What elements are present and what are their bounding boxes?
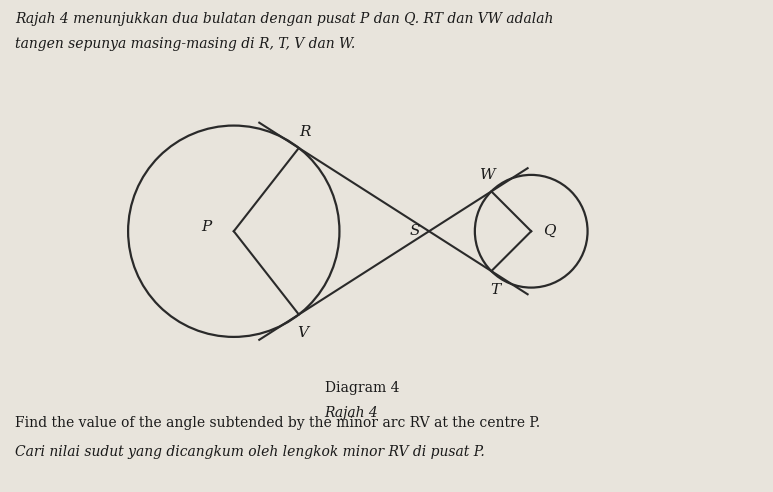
Text: S: S — [409, 224, 420, 238]
Text: Q: Q — [543, 224, 556, 238]
Text: R: R — [299, 124, 311, 139]
Text: Diagram 4: Diagram 4 — [325, 381, 399, 395]
Text: Cari nilai sudut yang dicangkum oleh lengkok minor RV di pusat P.: Cari nilai sudut yang dicangkum oleh len… — [15, 445, 485, 459]
Text: V: V — [298, 326, 308, 340]
Text: tangen sepunya masing-masing di R, T, V dan W.: tangen sepunya masing-masing di R, T, V … — [15, 37, 356, 51]
Text: W: W — [479, 168, 495, 182]
Text: T: T — [490, 283, 500, 297]
Text: P: P — [202, 220, 212, 234]
Text: Find the value of the angle subtended by the minor arc RV at the centre P.: Find the value of the angle subtended by… — [15, 416, 540, 430]
Text: Rajah 4: Rajah 4 — [325, 406, 379, 420]
Text: Rajah 4 menunjukkan dua bulatan dengan pusat P dan Q. RT dan VW adalah: Rajah 4 menunjukkan dua bulatan dengan p… — [15, 12, 553, 26]
